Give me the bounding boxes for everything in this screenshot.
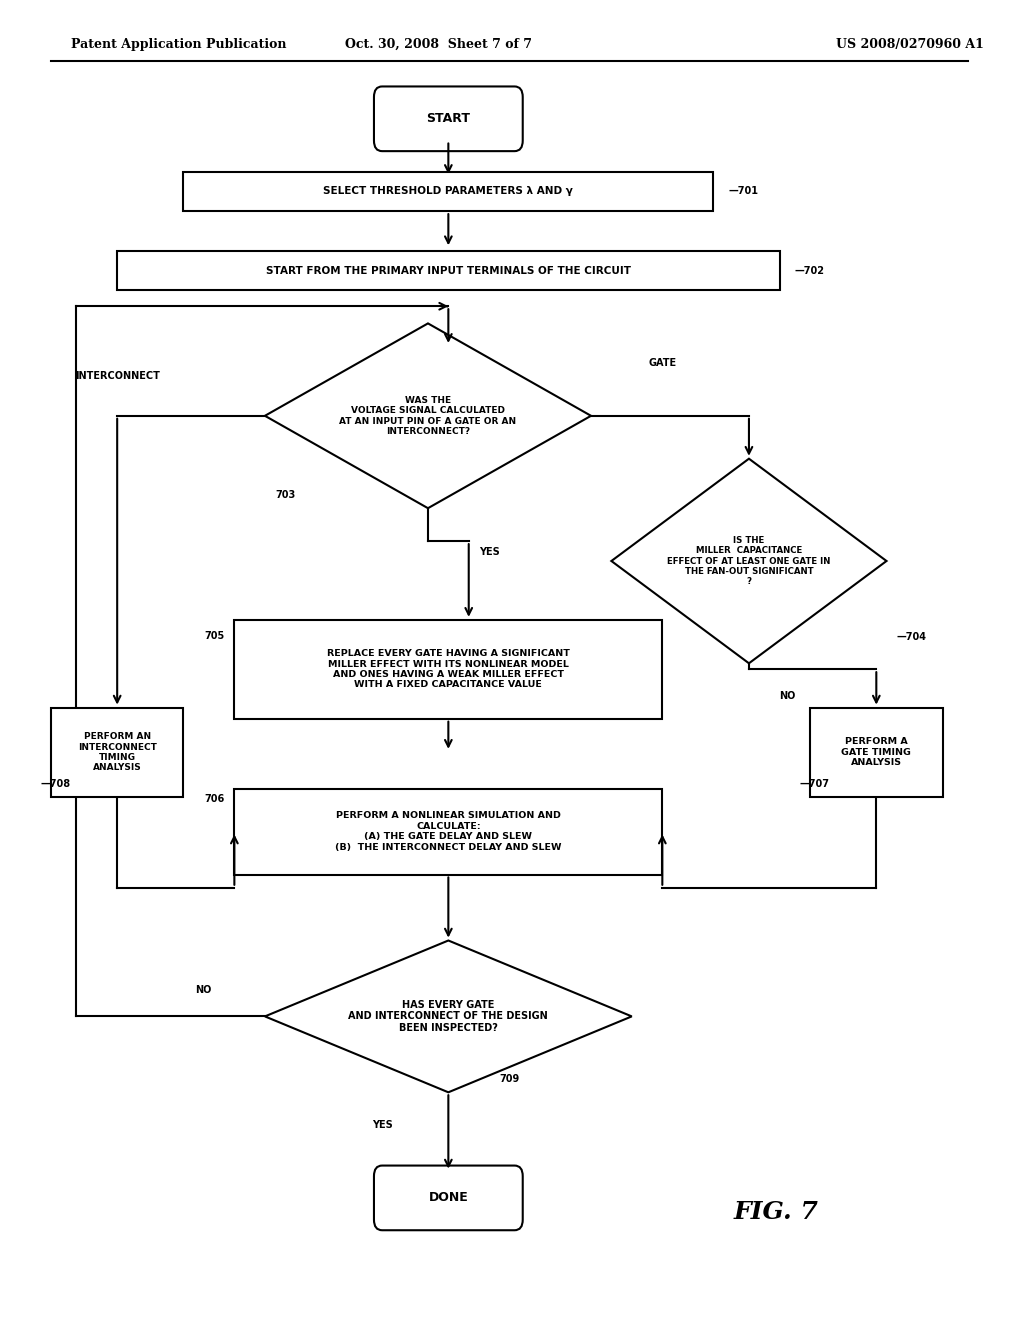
Bar [234,788,663,874]
Text: START: START [426,112,470,125]
Text: NO: NO [779,692,796,701]
Text: YES: YES [479,546,500,557]
Polygon shape [265,323,591,508]
Bar [810,708,942,797]
Bar [234,620,663,718]
Text: START FROM THE PRIMARY INPUT TERMINALS OF THE CIRCUIT: START FROM THE PRIMARY INPUT TERMINALS O… [266,265,631,276]
Text: —708: —708 [41,779,71,789]
Text: 709: 709 [500,1074,519,1084]
Text: —704: —704 [897,632,927,642]
Bar [51,708,183,797]
Text: REPLACE EVERY GATE HAVING A SIGNIFICANT
MILLER EFFECT WITH ITS NONLINEAR MODEL
A: REPLACE EVERY GATE HAVING A SIGNIFICANT … [327,649,569,689]
Text: Oct. 30, 2008  Sheet 7 of 7: Oct. 30, 2008 Sheet 7 of 7 [345,38,531,50]
Text: SELECT THRESHOLD PARAMETERS λ AND γ: SELECT THRESHOLD PARAMETERS λ AND γ [324,186,573,197]
Text: US 2008/0270960 A1: US 2008/0270960 A1 [836,38,983,50]
Bar [117,251,779,290]
Text: YES: YES [372,1121,392,1130]
Text: GATE: GATE [648,358,677,368]
Text: FIG. 7: FIG. 7 [733,1200,818,1224]
Text: HAS EVERY GATE
AND INTERCONNECT OF THE DESIGN
BEEN INSPECTED?: HAS EVERY GATE AND INTERCONNECT OF THE D… [348,999,548,1034]
Text: NO: NO [196,985,212,995]
Text: —701: —701 [728,186,759,197]
Bar [183,172,714,211]
Text: PERFORM A NONLINEAR SIMULATION AND
CALCULATE:
(A) THE GATE DELAY AND SLEW
(B)  T: PERFORM A NONLINEAR SIMULATION AND CALCU… [335,812,561,851]
Text: 703: 703 [275,490,295,500]
FancyBboxPatch shape [374,1166,522,1230]
Text: PERFORM AN
INTERCONNECT
TIMING
ANALYSIS: PERFORM AN INTERCONNECT TIMING ANALYSIS [78,733,157,772]
Text: 706: 706 [204,793,224,804]
Text: INTERCONNECT: INTERCONNECT [75,371,160,381]
Text: WAS THE
VOLTAGE SIGNAL CALCULATED
AT AN INPUT PIN OF A GATE OR AN
INTERCONNECT?: WAS THE VOLTAGE SIGNAL CALCULATED AT AN … [339,396,516,436]
Polygon shape [265,940,632,1093]
FancyBboxPatch shape [374,86,522,150]
Text: IS THE
MILLER  CAPACITANCE
EFFECT OF AT LEAST ONE GATE IN
THE FAN-OUT SIGNIFICAN: IS THE MILLER CAPACITANCE EFFECT OF AT L… [668,536,830,586]
Text: —707: —707 [800,779,829,789]
Text: PERFORM A
GATE TIMING
ANALYSIS: PERFORM A GATE TIMING ANALYSIS [842,738,911,767]
Text: —702: —702 [795,265,824,276]
Polygon shape [611,459,887,664]
Text: 705: 705 [204,631,224,642]
Text: DONE: DONE [428,1192,468,1204]
Text: Patent Application Publication: Patent Application Publication [72,38,287,50]
